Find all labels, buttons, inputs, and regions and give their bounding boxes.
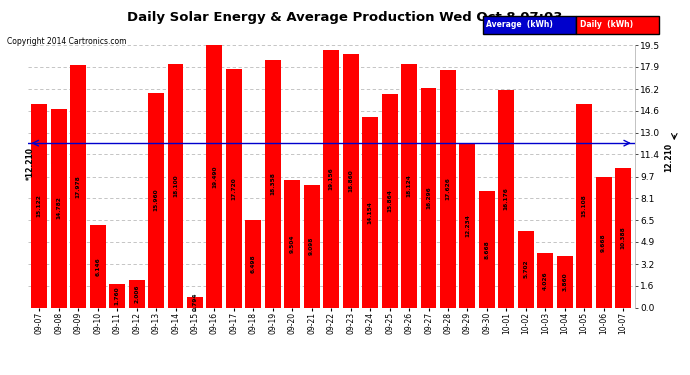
Text: 8.668: 8.668 — [484, 240, 489, 258]
Bar — [362, 117, 378, 308]
Bar — [420, 88, 437, 308]
Bar — [148, 93, 164, 308]
Text: 14.782: 14.782 — [57, 196, 61, 219]
Text: 4.026: 4.026 — [543, 271, 548, 290]
Bar — [557, 255, 573, 308]
Text: 18.124: 18.124 — [406, 174, 411, 197]
Text: 9.668: 9.668 — [601, 233, 606, 252]
Text: 18.100: 18.100 — [173, 174, 178, 197]
Text: 14.154: 14.154 — [368, 201, 373, 223]
Text: 12.210: 12.210 — [664, 143, 673, 172]
Text: 12.234: 12.234 — [465, 214, 470, 237]
Text: 9.098: 9.098 — [309, 237, 314, 255]
Bar — [498, 90, 514, 308]
Text: 17.626: 17.626 — [446, 177, 451, 200]
Text: 0.794: 0.794 — [193, 293, 197, 311]
Text: 17.978: 17.978 — [76, 175, 81, 198]
Text: 15.960: 15.960 — [154, 189, 159, 211]
Text: 6.146: 6.146 — [95, 257, 100, 276]
Text: 3.860: 3.860 — [562, 272, 567, 291]
Text: 18.860: 18.860 — [348, 169, 353, 192]
Text: 15.122: 15.122 — [37, 194, 42, 217]
Bar — [440, 70, 456, 308]
Bar — [90, 225, 106, 308]
Text: 15.864: 15.864 — [387, 189, 392, 212]
Bar — [518, 231, 534, 308]
Bar — [31, 104, 47, 308]
Text: 19.156: 19.156 — [328, 167, 334, 190]
Bar — [304, 185, 319, 308]
Bar — [460, 143, 475, 308]
Bar — [51, 108, 67, 307]
Text: Copyright 2014 Cartronics.com: Copyright 2014 Cartronics.com — [7, 38, 126, 46]
Text: 5.702: 5.702 — [523, 260, 529, 278]
Text: 16.176: 16.176 — [504, 187, 509, 210]
Bar — [284, 180, 300, 308]
Text: 9.504: 9.504 — [290, 234, 295, 253]
Bar — [343, 54, 359, 307]
Text: 16.296: 16.296 — [426, 186, 431, 209]
Text: 17.720: 17.720 — [231, 177, 237, 200]
Bar — [70, 66, 86, 308]
Bar — [128, 280, 145, 308]
Text: 1.760: 1.760 — [115, 286, 119, 305]
Bar — [246, 220, 262, 308]
Text: 15.108: 15.108 — [582, 194, 586, 217]
Bar — [206, 45, 222, 308]
Bar — [479, 191, 495, 308]
Bar — [226, 69, 242, 308]
Bar — [401, 63, 417, 308]
Bar — [615, 168, 631, 308]
Bar — [382, 94, 397, 308]
Text: Daily Solar Energy & Average Production Wed Oct 8 07:03: Daily Solar Energy & Average Production … — [127, 11, 563, 24]
Bar — [168, 64, 184, 308]
Text: Average  (kWh): Average (kWh) — [486, 20, 553, 29]
Text: *12.210: *12.210 — [26, 147, 35, 180]
Text: 6.498: 6.498 — [251, 255, 256, 273]
Bar — [323, 50, 339, 308]
Text: 2.006: 2.006 — [134, 285, 139, 303]
Bar — [187, 297, 203, 307]
Text: 10.388: 10.388 — [620, 226, 626, 249]
Text: 19.490: 19.490 — [212, 165, 217, 188]
Text: 18.358: 18.358 — [270, 172, 275, 195]
Bar — [109, 284, 125, 308]
Bar — [595, 177, 611, 308]
Text: Daily  (kWh): Daily (kWh) — [580, 20, 633, 29]
Bar — [265, 60, 281, 308]
Bar — [538, 253, 553, 308]
Bar — [576, 104, 592, 308]
